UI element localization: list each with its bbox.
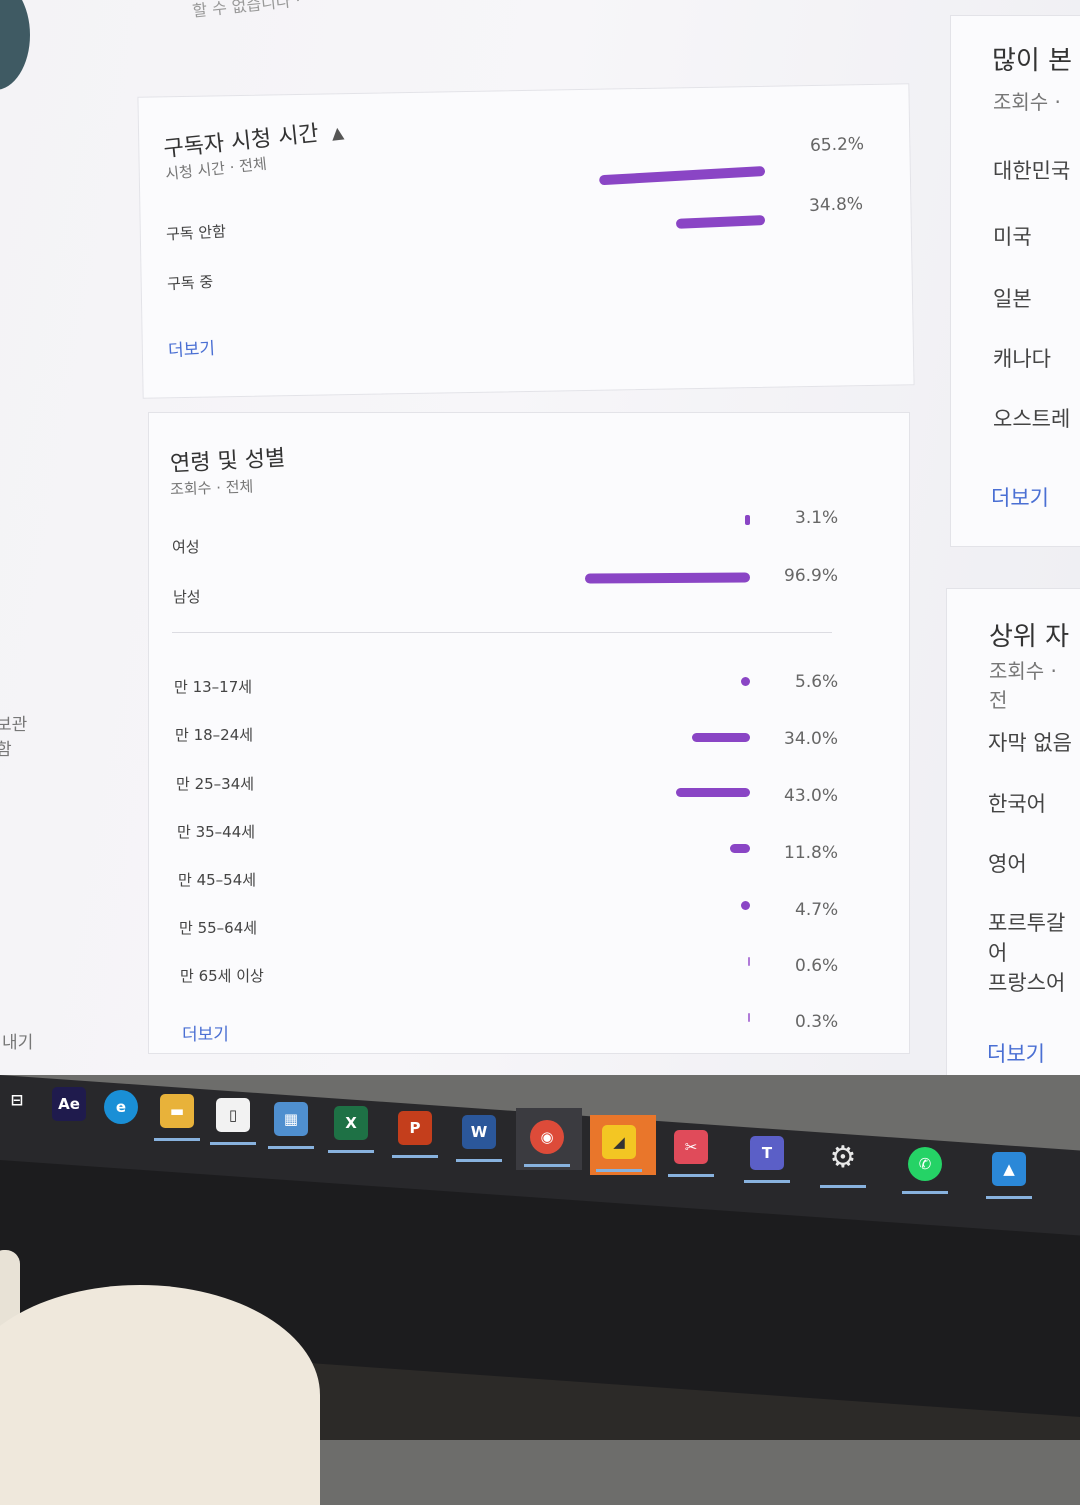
taskbar-running-indicator [328,1150,374,1154]
age-bar [730,844,750,853]
taskbar-running-indicator [596,1169,642,1173]
top-subtitles-item: 자막 없음 [988,731,1072,755]
top-geography-item: 미국 [993,225,1032,249]
age-row-label: 만 25–34세 [176,775,255,793]
gender-row-label: 남성 [173,588,201,606]
age-bar [741,677,750,686]
task-view-icon[interactable]: ⊟ [0,1083,34,1117]
age-gender-more-link[interactable]: 더보기 [182,1025,229,1045]
monitor-screen: 보관함 내기 할 수 없습니다 · 구독자 시청 시간 ▲ 시청 시간 · 전체… [0,0,1080,1075]
bar-male [585,572,751,584]
age-row-pct: 5.6% [795,672,839,692]
age-gender-card [148,412,910,1054]
top-subtitles-item: 한국어 [988,792,1046,816]
subscriber-row-label: 구독 중 [166,272,214,294]
age-bar [748,1013,750,1022]
age-row-label: 만 35–44세 [177,823,256,841]
pct-male: 96.9% [784,566,839,586]
age-row-pct: 43.0% [784,786,839,806]
after-effects-icon[interactable]: Ae [52,1086,86,1121]
top-partial-text: 할 수 없습니다 · [191,0,302,21]
age-row-pct: 0.3% [795,1012,839,1032]
top-geography-more-link[interactable]: 더보기 [991,486,1049,510]
taskbar-running-indicator [668,1174,714,1178]
top-subtitles-item: 프랑스어 [988,971,1066,995]
subscriber-row-label: 구독 안함 [165,222,227,244]
age-row-label: 만 18–24세 [175,726,254,744]
sidebar-item-library[interactable]: 보관함 [0,715,28,760]
chrome-icon[interactable]: ◉ [530,1120,564,1155]
bar-female [745,515,750,525]
taskbar-running-indicator [902,1190,948,1194]
cup-rim [0,1250,20,1330]
top-geography-subtitle: 조회수 · [993,90,1061,114]
taskbar-running-indicator [154,1138,200,1142]
age-bar [741,901,750,910]
photos-icon[interactable]: ▲ [992,1152,1026,1187]
edge-icon[interactable]: e [104,1090,138,1125]
age-row-pct: 11.8% [784,843,839,863]
avatar[interactable] [0,0,30,90]
taskbar-running-indicator [986,1196,1032,1200]
sticky-notes-icon[interactable]: ◢ [602,1125,636,1160]
age-row-pct: 0.6% [795,956,839,976]
settings-icon[interactable]: ⚙ [826,1140,860,1175]
warning-icon[interactable]: ▲ [330,122,345,143]
top-subtitles-item: 포르투갈어 [988,911,1066,965]
age-row-label: 만 45–54세 [178,871,257,889]
age-row-label: 만 65세 이상 [180,967,264,985]
age-row-label: 만 55–64세 [179,919,258,937]
top-subtitles-subtitle: 조회수 · 전 [989,659,1057,712]
file-explorer-icon[interactable]: ▬ [160,1094,194,1129]
top-geography-card [950,15,1080,547]
snipping-tool-icon[interactable]: ✂ [674,1130,708,1165]
word-icon[interactable]: W [462,1115,496,1150]
photo-app-icon[interactable]: ▦ [274,1102,308,1137]
sidebar-item-partial[interactable]: 내기 [2,1033,34,1053]
top-geography-item: 캐나다 [993,347,1051,371]
excel-icon[interactable]: X [334,1106,368,1141]
document-icon[interactable]: ▯ [216,1098,250,1133]
taskbar-running-indicator [268,1146,314,1150]
teams-icon[interactable]: T [750,1135,784,1170]
age-bar [676,788,750,797]
taskbar-running-indicator [210,1142,256,1146]
subscriber-more-link[interactable]: 더보기 [167,338,216,362]
left-sidebar: 보관함 내기 [0,0,40,1075]
age-row-pct: 4.7% [795,900,839,920]
pct-subscribed: 34.8% [808,194,864,216]
age-bar [691,733,750,742]
age-row-label: 만 13–17세 [174,678,253,696]
top-subtitles-item: 영어 [988,852,1027,876]
gender-row-label: 여성 [172,538,200,556]
taskbar-running-indicator [392,1154,438,1158]
taskbar-running-indicator [820,1184,866,1188]
taskbar-running-indicator [456,1159,502,1163]
top-subtitles-title: 상위 자 [989,622,1070,652]
age-gender-subtitle: 조회수 · 전체 [169,477,254,499]
top-geography-item: 오스트레 [993,407,1071,431]
taskbar-running-indicator [744,1179,790,1183]
top-subtitles-card [946,588,1080,1075]
top-geography-title: 많이 본 [992,46,1073,76]
taskbar-running-indicator [524,1164,570,1168]
top-geography-item: 대한민국 [993,159,1071,183]
top-subtitles-more-link[interactable]: 더보기 [987,1042,1045,1066]
pct-female: 3.1% [795,508,839,528]
top-geography-item: 일본 [993,287,1032,311]
age-gender-divider [172,632,832,633]
powerpoint-icon[interactable]: P [398,1110,432,1145]
age-row-pct: 34.0% [784,729,839,749]
age-gender-title: 연령 및 성별 [169,445,286,477]
pct-not-subscribed: 65.2% [809,134,865,156]
whatsapp-icon[interactable]: ✆ [908,1146,942,1181]
age-bar [748,957,750,966]
